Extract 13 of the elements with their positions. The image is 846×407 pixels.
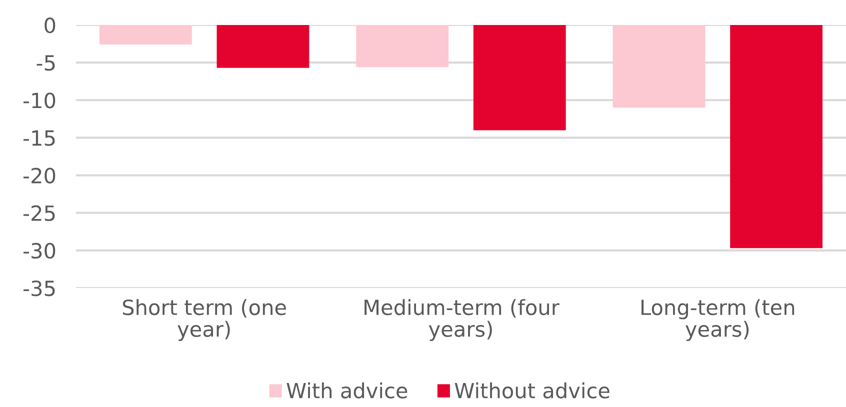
y-tick-label: 0 [44,17,56,34]
y-tick-label: -35 [24,280,55,296]
y-tick-label: -20 [24,168,56,184]
y-tick-label: -15 [24,130,55,146]
y-tick-label: -5 [36,55,55,71]
legend-label: With advice [286,382,408,398]
legend-label: Without advice [454,382,610,398]
x-tick-label: Medium-term (four years) [364,299,560,342]
y-tick-label: -25 [24,205,55,222]
y-tick-label: -10 [24,92,56,108]
x-tick-label: Long-term (ten years) [642,299,794,342]
x-tick-label: Short term (one year) [122,299,286,342]
y-tick-label: -30 [24,242,56,259]
